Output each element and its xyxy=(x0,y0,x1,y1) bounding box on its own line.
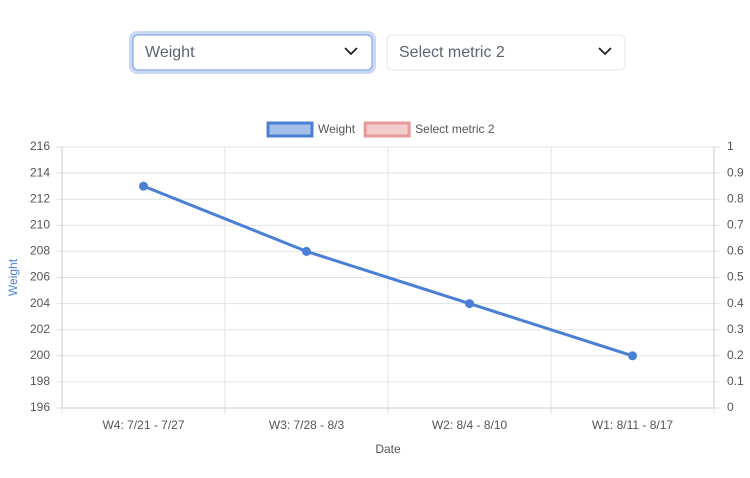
y-tick-label: 208 xyxy=(30,244,50,258)
y2-tick-label: 0.2 xyxy=(727,348,744,362)
legend-label: Select metric 2 xyxy=(415,122,495,136)
select-text: Select metric 2 xyxy=(399,44,505,61)
x-tick-label: W4: 7/21 - 7/27 xyxy=(102,418,184,432)
y2-tick-label: 0 xyxy=(727,400,734,414)
y2-tick-label: 0.4 xyxy=(727,296,744,310)
y2-tick-label: 1 xyxy=(727,139,734,153)
y2-tick-label: 0.1 xyxy=(727,374,744,388)
y-tick-label: 210 xyxy=(30,217,50,231)
y-tick-label: 204 xyxy=(30,296,50,310)
data-point xyxy=(465,299,474,309)
y-tick-label: 216 xyxy=(30,139,50,153)
y-tick-label: 212 xyxy=(30,191,50,205)
y2-tick-label: 0.8 xyxy=(727,191,744,205)
select-box[interactable] xyxy=(386,34,626,71)
select-box[interactable] xyxy=(132,34,373,71)
legend-label: Weight xyxy=(318,122,356,136)
data-point xyxy=(302,246,311,256)
data-point xyxy=(139,181,148,191)
y2-tick-label: 0.5 xyxy=(727,270,744,284)
select-2[interactable]: Select metric 2 xyxy=(386,34,626,71)
x-tick-label: W3: 7/28 - 8/3 xyxy=(269,418,345,432)
y2-tick-label: 0.9 xyxy=(727,165,744,179)
chevron xyxy=(344,47,358,56)
y-tick-label: 200 xyxy=(30,348,50,362)
y-tick-label: 198 xyxy=(30,374,50,388)
y2-tick-label: 0.3 xyxy=(727,322,744,336)
data-point xyxy=(628,351,637,361)
legend-swatch xyxy=(363,121,411,138)
x-tick-label: W1: 8/11 - 8/17 xyxy=(592,418,673,432)
y-tick-label: 202 xyxy=(30,322,50,336)
series-line xyxy=(142,184,633,358)
chevron xyxy=(598,47,612,56)
y2-tick-label: 0.6 xyxy=(727,244,744,258)
x-axis-label: Date xyxy=(375,442,401,456)
legend-swatch xyxy=(266,121,314,138)
select-1[interactable]: Weight xyxy=(129,31,376,74)
x-tick-label: W2: 8/4 - 8/10 xyxy=(432,418,508,432)
y2-tick-label: 0.7 xyxy=(727,217,744,231)
select-text: Weight xyxy=(145,44,195,61)
y-axis-label: Weight xyxy=(6,258,20,296)
y-tick-label: 214 xyxy=(30,165,50,179)
focus-ring xyxy=(129,31,376,74)
y-tick-label: 196 xyxy=(30,400,50,414)
y-tick-label: 206 xyxy=(30,270,50,284)
